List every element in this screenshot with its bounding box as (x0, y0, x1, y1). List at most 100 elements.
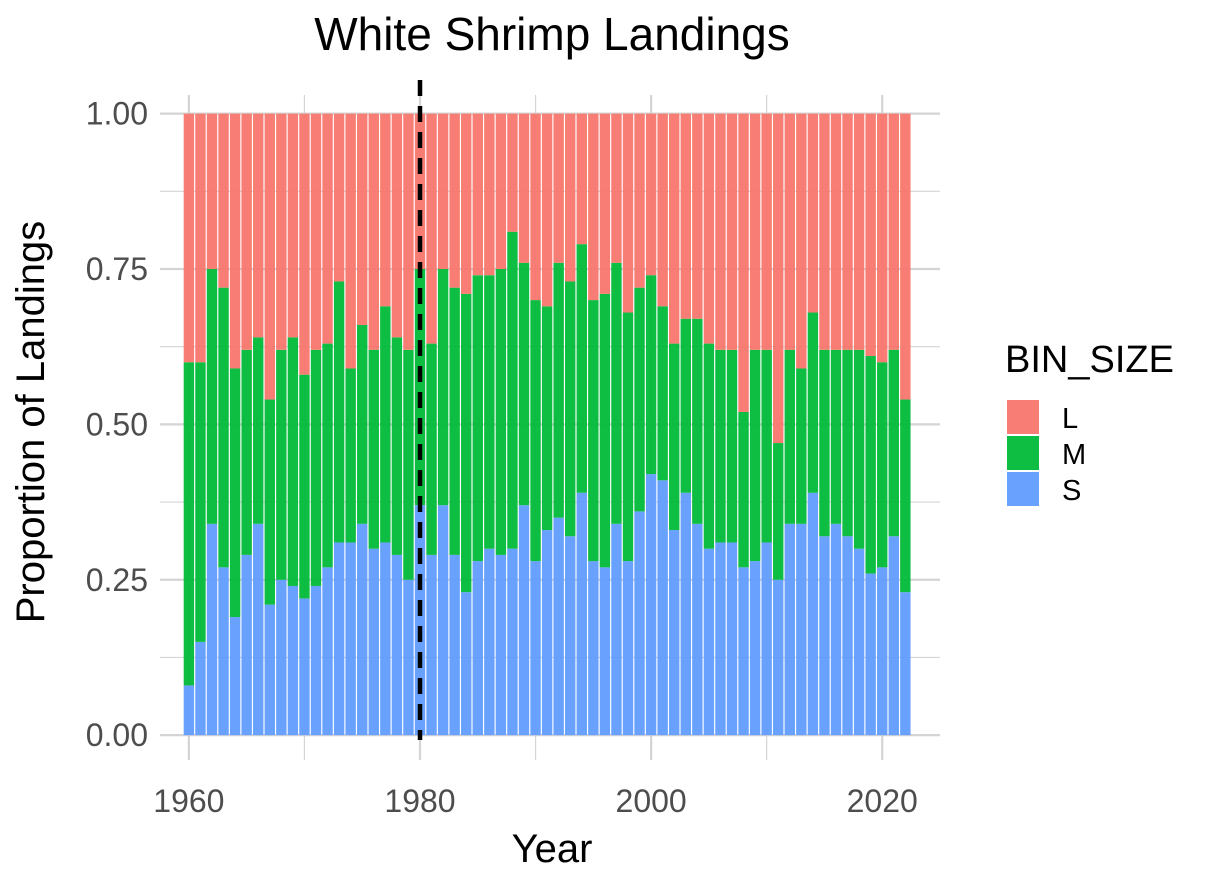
bar-M-1979 (403, 349, 414, 580)
bar-S-1998 (622, 561, 634, 736)
bar-L-2016 (830, 113, 842, 350)
bar-L-2021 (888, 113, 899, 350)
bar-M-2014 (807, 312, 819, 493)
x-tick-label: 2020 (847, 783, 918, 819)
x-tick-label: 2000 (616, 783, 687, 819)
bar-M-2021 (888, 349, 899, 537)
bar-M-1996 (599, 293, 611, 568)
bar-S-2014 (807, 492, 819, 736)
bar-M-1999 (634, 287, 645, 512)
bar-S-1977 (380, 542, 391, 736)
bar-L-2001 (657, 113, 668, 307)
bar-L-2013 (796, 113, 807, 369)
legend-label-M: M (1062, 439, 1086, 471)
bar-M-1964 (229, 368, 241, 618)
bar-M-2013 (796, 368, 807, 524)
bar-S-1982 (437, 505, 449, 736)
bar-S-1968 (276, 579, 287, 736)
bar-M-1991 (541, 306, 553, 531)
bar-M-2012 (784, 349, 795, 524)
bar-M-2000 (645, 275, 657, 475)
bar-M-2019 (865, 356, 876, 574)
bar-L-1999 (634, 113, 645, 288)
y-tick-label: 1.00 (86, 96, 148, 132)
bar-S-1994 (576, 492, 587, 736)
bar-M-1990 (530, 300, 541, 562)
bar-M-1978 (391, 337, 403, 555)
bar-M-2008 (738, 411, 749, 568)
bar-S-2003 (680, 492, 691, 736)
bar-M-1980 (414, 269, 426, 506)
chart-title: White Shrimp Landings (314, 8, 790, 60)
bar-M-2015 (819, 349, 830, 537)
legend: BIN_SIZE LMS (1005, 339, 1174, 507)
bar-S-2012 (784, 523, 795, 736)
bar-S-1999 (634, 511, 645, 736)
bar-S-2004 (692, 523, 703, 736)
bar-L-1988 (507, 113, 518, 232)
bar-S-1996 (599, 567, 611, 736)
bar-S-2009 (749, 561, 761, 736)
bar-L-1976 (368, 113, 379, 350)
bar-M-1995 (588, 300, 599, 562)
bar-S-2007 (726, 542, 738, 736)
bar-L-2018 (853, 113, 865, 350)
bar-M-1985 (472, 275, 483, 562)
bar-M-1963 (218, 287, 229, 568)
bar-M-1969 (287, 337, 299, 586)
bar-M-1968 (276, 349, 287, 580)
bar-L-2003 (680, 113, 691, 319)
bar-L-1990 (530, 113, 541, 301)
bar-S-1971 (310, 585, 322, 736)
bar-M-2022 (900, 399, 911, 593)
bar-S-1973 (333, 542, 345, 736)
bar-M-2006 (715, 349, 726, 543)
bar-S-1993 (565, 536, 576, 736)
bar-S-2011 (773, 579, 784, 736)
bar-L-2010 (761, 113, 772, 350)
bar-L-1998 (622, 113, 634, 313)
bar-L-2005 (703, 113, 715, 344)
bar-S-1981 (426, 554, 437, 736)
bar-M-2003 (680, 318, 691, 493)
bar-M-2007 (726, 349, 738, 543)
bar-L-1987 (495, 113, 507, 270)
bar-M-2010 (761, 349, 772, 543)
bar-M-1966 (253, 337, 264, 524)
bar-S-1967 (264, 604, 275, 736)
bar-M-1977 (380, 306, 391, 543)
bar-S-2000 (645, 474, 657, 736)
x-axis-title: Year (512, 827, 593, 871)
bar-M-1975 (357, 324, 368, 524)
bar-L-1971 (310, 113, 322, 350)
bar-S-2016 (830, 523, 842, 736)
bar-L-2009 (749, 113, 761, 350)
bar-M-1987 (495, 269, 507, 555)
bar-M-1960 (183, 362, 195, 686)
bar-M-1971 (310, 349, 322, 586)
bar-M-2016 (830, 349, 842, 524)
bar-S-2017 (842, 536, 853, 736)
bar-L-1961 (195, 113, 206, 363)
bar-S-1970 (299, 598, 310, 736)
y-tick-label: 0.75 (86, 251, 148, 287)
bar-L-1991 (541, 113, 553, 307)
bar-L-2007 (726, 113, 738, 350)
bar-S-2008 (738, 567, 749, 736)
y-axis-title: Proportion of Landings (9, 221, 53, 624)
bar-S-1984 (461, 592, 472, 736)
bar-L-1974 (345, 113, 356, 369)
bar-M-2020 (877, 362, 888, 568)
bar-L-2020 (877, 113, 888, 363)
legend-label-L: L (1062, 403, 1078, 435)
bar-L-2012 (784, 113, 795, 350)
bar-L-1968 (276, 113, 287, 350)
bar-S-1990 (530, 561, 541, 736)
bar-M-1970 (299, 374, 310, 599)
bar-S-2006 (715, 542, 726, 736)
bar-S-2022 (900, 592, 911, 736)
bars (183, 113, 911, 736)
y-tick-label: 0.25 (86, 562, 148, 598)
bar-L-1982 (437, 113, 449, 270)
